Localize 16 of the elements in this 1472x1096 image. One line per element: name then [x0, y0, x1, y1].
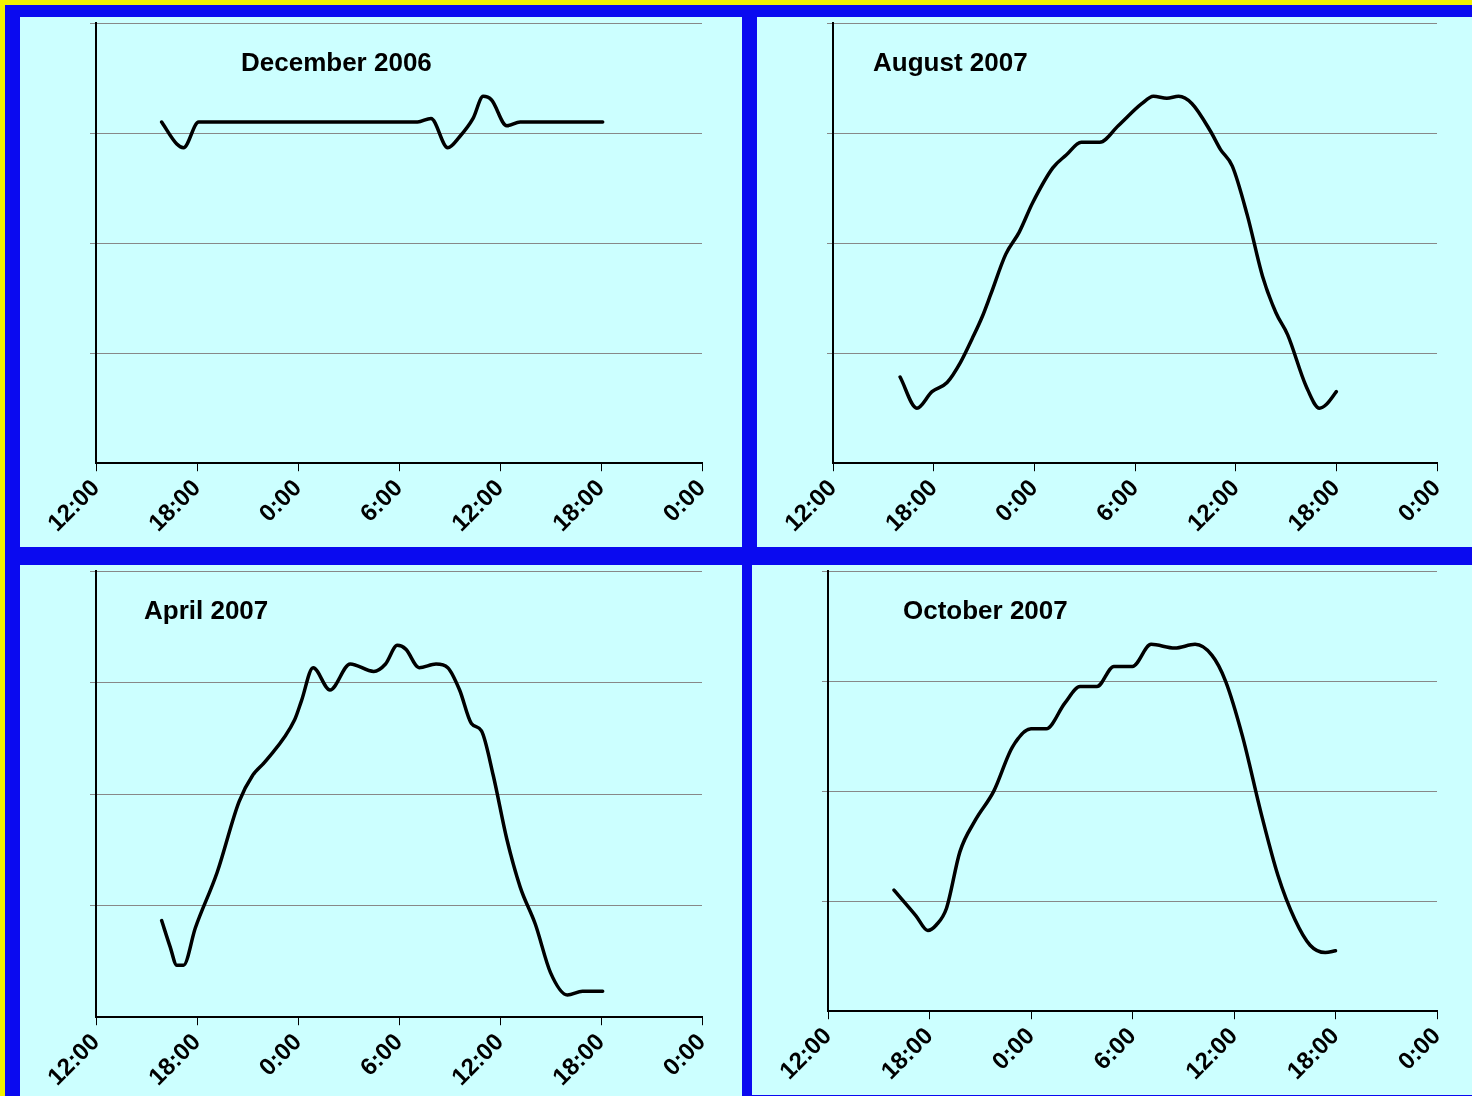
- x-tick-label: 6:00: [1087, 1021, 1141, 1075]
- x-tick-label: 0:00: [989, 473, 1043, 527]
- x-tick-label: 6:00: [354, 1027, 408, 1081]
- x-tick-label: 6:00: [1090, 473, 1144, 527]
- chart-title: December 2006: [241, 47, 432, 78]
- x-tick-label: 0:00: [1392, 1021, 1446, 1075]
- x-tick-label: 0:00: [657, 473, 711, 527]
- x-tick-label: 0:00: [986, 1021, 1040, 1075]
- x-tick-label: 6:00: [354, 473, 408, 527]
- chart-title: October 2007: [903, 595, 1068, 626]
- chart-title: April 2007: [144, 595, 269, 626]
- x-tick-label: 0:00: [1392, 473, 1446, 527]
- chart-title: August 2007: [873, 47, 1028, 78]
- x-tick-label: 0:00: [253, 1027, 307, 1081]
- x-tick-label: 0:00: [657, 1027, 711, 1081]
- x-tick-label: 0:00: [253, 473, 307, 527]
